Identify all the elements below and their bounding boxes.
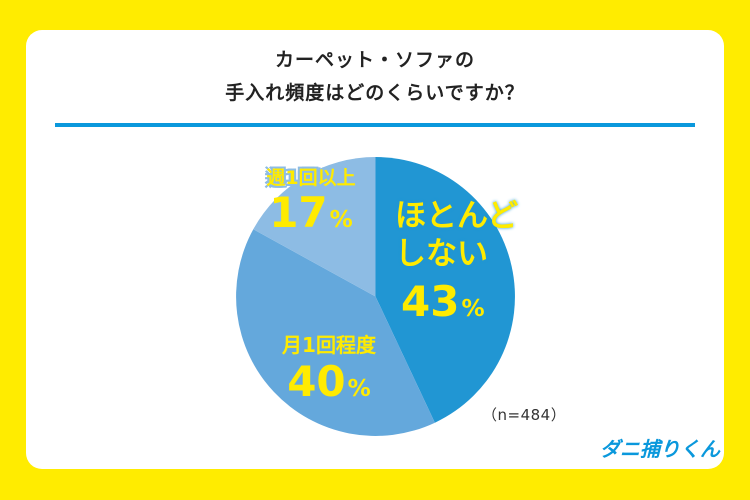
label-weekly: 週1回以上 17% bbox=[236, 169, 386, 234]
label-rarely-value: 43% bbox=[401, 277, 485, 326]
label-monthly-name: 月1回程度 bbox=[282, 333, 376, 357]
label-rarely-name-1: ほとんど bbox=[395, 198, 519, 234]
label-weekly-name: 週1回以上 bbox=[266, 167, 356, 189]
title-line-1: カーペット・ソファの bbox=[274, 49, 475, 71]
pie-slice-monthly bbox=[236, 229, 435, 436]
chart-title: カーペット・ソファの 手入れ頻度はどのくらいですか？ bbox=[0, 44, 750, 110]
sample-size-note: （n=484） bbox=[482, 406, 567, 424]
label-weekly-value: 17% bbox=[269, 188, 353, 237]
pie-slice-rarely bbox=[375, 157, 515, 423]
label-monthly: 月1回程度 40% bbox=[254, 335, 404, 403]
brand-logo: ダニ捕りくん bbox=[600, 437, 720, 461]
pie-slice-weekly bbox=[253, 157, 376, 297]
title-divider bbox=[55, 123, 695, 127]
title-line-2: 手入れ頻度はどのくらいですか？ bbox=[225, 82, 525, 104]
label-monthly-value: 40% bbox=[287, 357, 371, 406]
label-rarely: ほとんど しない 43% bbox=[395, 197, 519, 326]
label-rarely-name-2: しない bbox=[395, 236, 488, 272]
